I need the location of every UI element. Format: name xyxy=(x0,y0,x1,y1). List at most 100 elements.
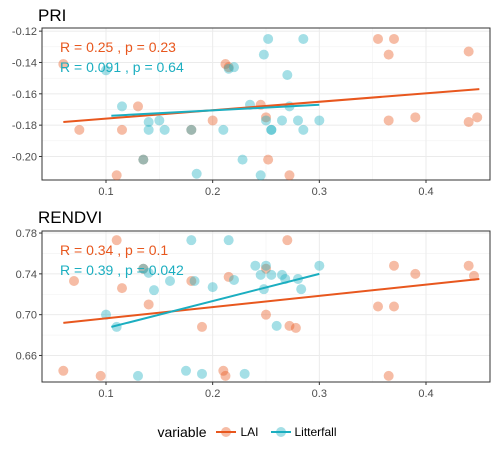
y-tick-label: 0.74 xyxy=(16,269,37,281)
litterfall-point xyxy=(207,282,218,293)
y-tick-label: -0.16 xyxy=(12,89,37,101)
legend-label-lai: LAI xyxy=(240,425,259,439)
lai-point xyxy=(220,370,231,381)
litterfall-point xyxy=(277,269,287,280)
litterfall-point xyxy=(159,124,170,135)
litterfall-point xyxy=(282,70,293,81)
lai-point xyxy=(383,115,394,126)
litterfall-point xyxy=(154,115,165,126)
lai-point xyxy=(117,283,127,294)
lai-point xyxy=(111,170,122,181)
lai-point xyxy=(223,62,234,73)
legend: variable LAI Litterfall xyxy=(0,421,500,443)
lai-point xyxy=(373,301,383,312)
litterfall-point xyxy=(298,33,309,44)
lai-point xyxy=(261,309,271,320)
litterfall-point xyxy=(186,235,197,246)
lai-point xyxy=(463,46,474,57)
lai-point xyxy=(74,124,85,135)
lai-point xyxy=(207,115,218,126)
legend-item-lai: LAI xyxy=(216,423,259,441)
litterfall-point xyxy=(149,285,159,296)
litterfall-point xyxy=(255,269,266,280)
legend-key-lai xyxy=(216,423,237,441)
litterfall-point xyxy=(138,154,149,165)
y-tick-label: -0.14 xyxy=(12,57,37,69)
litterfall-point xyxy=(237,154,248,165)
lai-point xyxy=(58,59,69,70)
litterfall-point xyxy=(239,368,250,379)
lai-point xyxy=(133,101,143,112)
lai-point xyxy=(138,263,149,274)
lai-point xyxy=(410,268,421,279)
lai-trend-line xyxy=(63,88,480,124)
litterfall-trend-line xyxy=(111,103,320,117)
lai-point xyxy=(284,170,295,181)
panel-title-rendvi: RENDVI xyxy=(38,208,103,227)
litterfall-point xyxy=(263,33,274,44)
lai-point xyxy=(383,49,394,60)
litterfall-point xyxy=(101,65,111,76)
litterfall-point xyxy=(138,263,149,274)
lai-point xyxy=(138,154,149,165)
litterfall-point xyxy=(296,284,307,295)
lai-point xyxy=(197,321,207,332)
litterfall-point xyxy=(261,260,271,271)
legend-title: variable xyxy=(157,424,207,440)
litterfall-point xyxy=(143,117,154,128)
litterfall-point xyxy=(117,101,127,112)
litterfall-point xyxy=(143,124,154,135)
litterfall-point xyxy=(271,320,282,331)
lai-point xyxy=(69,275,79,286)
y-tick-label: 0.70 xyxy=(16,310,37,322)
y-tick-label: 0.66 xyxy=(16,350,37,362)
litterfall-point xyxy=(229,62,239,73)
lai-point xyxy=(143,299,154,310)
panel-title-pri: PRI xyxy=(38,6,67,25)
litterfall-point xyxy=(314,115,325,126)
litterfall-point xyxy=(186,124,197,135)
x-tick-label: 0.2 xyxy=(205,388,220,400)
litterfall-point xyxy=(223,63,234,74)
litterfall-point xyxy=(218,124,229,135)
stat-annotation: R = 0.39 , p = 0.042 xyxy=(60,262,184,278)
lai-trend-line xyxy=(63,277,480,324)
y-tick-label: -0.12 xyxy=(12,26,37,38)
litterfall-point xyxy=(266,269,277,280)
y-tick-label: 0.78 xyxy=(16,228,37,240)
lai-point xyxy=(117,124,127,135)
lai-point xyxy=(282,235,293,246)
litterfall-point xyxy=(266,124,277,135)
stat-annotation: R = 0.34 , p = 0.1 xyxy=(60,242,168,258)
x-tick-label: 0.1 xyxy=(98,186,113,198)
litterfall-point xyxy=(314,260,325,271)
litterfall-point xyxy=(165,275,175,286)
litterfall-point xyxy=(189,275,200,286)
litterfall-point xyxy=(191,168,202,179)
litterfall-point xyxy=(258,49,269,60)
lai-point xyxy=(410,112,421,123)
x-tick-label: 0.4 xyxy=(418,388,433,400)
x-tick-label: 0.3 xyxy=(312,388,327,400)
stat-annotation: R = 0.25 , p = 0.23 xyxy=(60,39,176,55)
lai-point xyxy=(383,370,394,381)
litterfall-point xyxy=(223,235,234,246)
litterfall-point xyxy=(133,370,143,381)
lai-point xyxy=(463,260,474,271)
lai-point xyxy=(261,112,271,123)
lai-point xyxy=(389,260,399,271)
legend-item-litterfall: Litterfall xyxy=(270,423,337,441)
x-tick-label: 0.2 xyxy=(205,186,220,198)
legend-label-litterfall: Litterfall xyxy=(294,425,337,439)
lai-point xyxy=(58,365,69,376)
lai-point xyxy=(223,271,234,282)
lai-point xyxy=(111,235,122,246)
x-tick-label: 0.3 xyxy=(312,186,327,198)
lai-point xyxy=(186,275,197,286)
lai-point xyxy=(290,322,301,333)
lai-point xyxy=(389,33,399,44)
lai-point xyxy=(95,370,106,381)
lai-point xyxy=(284,320,295,331)
lai-point xyxy=(218,365,229,376)
